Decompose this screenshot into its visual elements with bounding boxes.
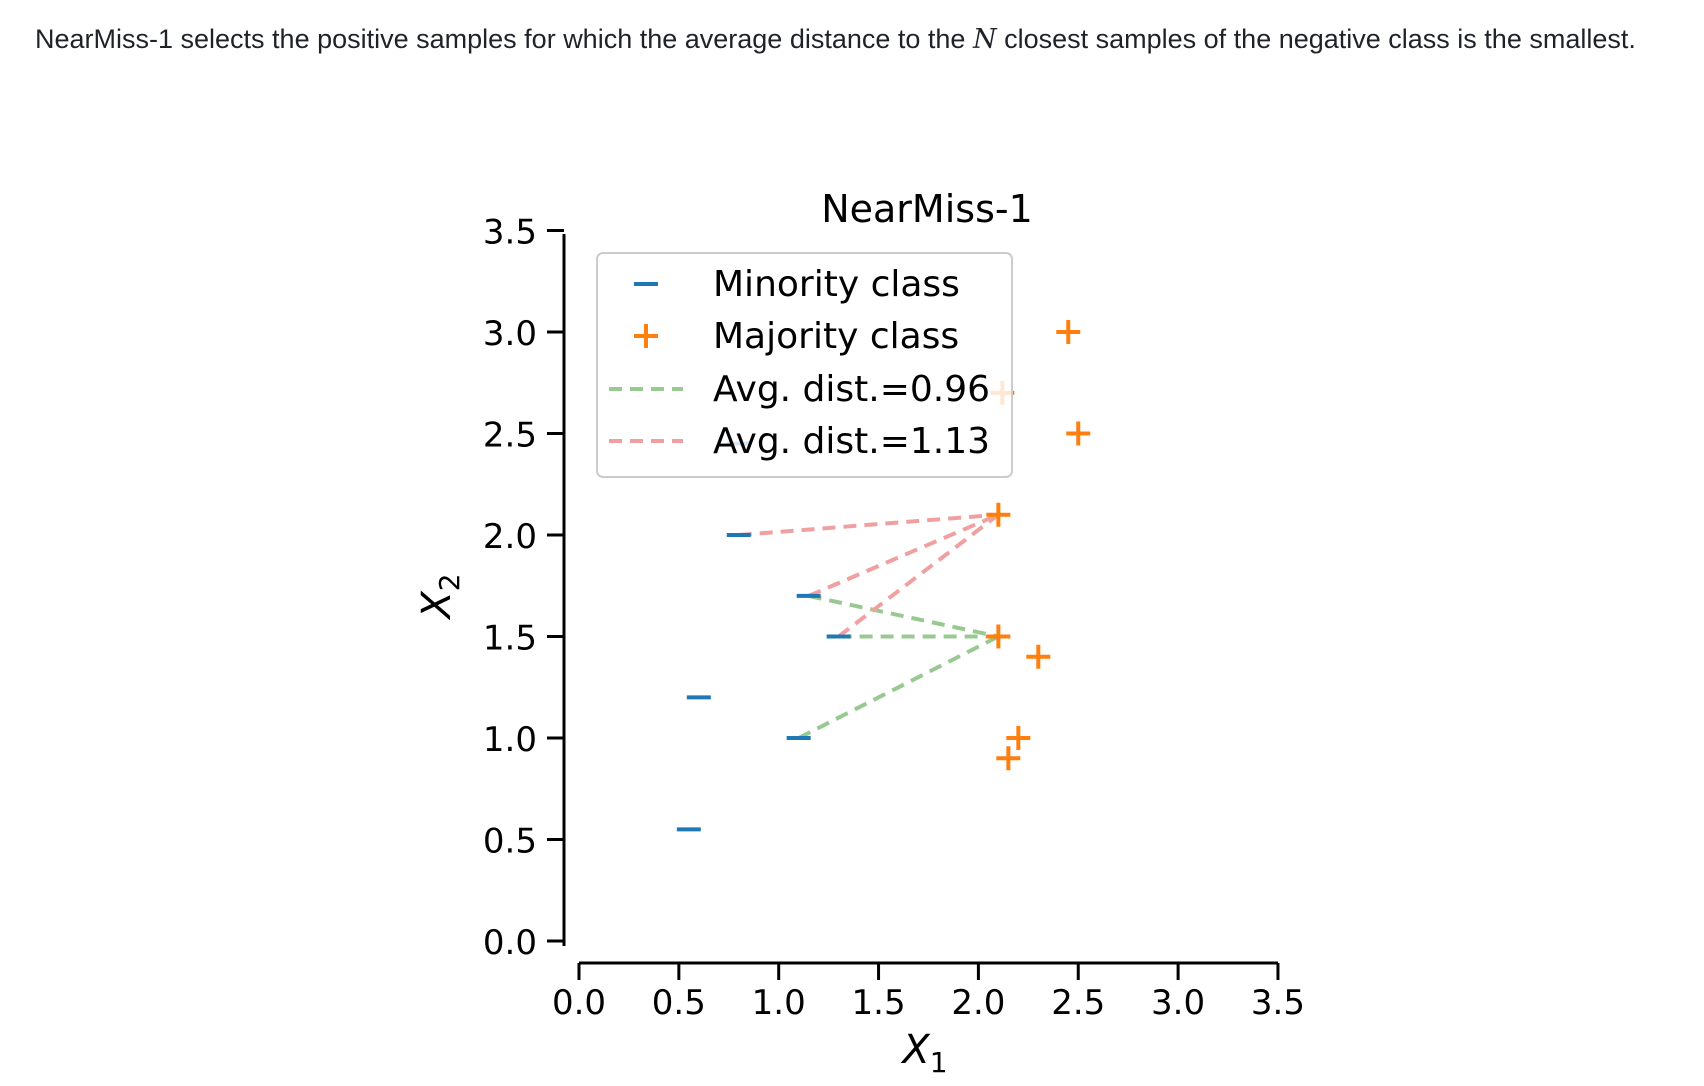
distance-link-red (738, 512, 999, 537)
y-axis-label: X2 (414, 573, 466, 620)
majority-point (996, 746, 1021, 771)
y-tick-label: 2.0 (483, 517, 537, 557)
distance-link-red (837, 513, 1000, 639)
x-tick-label: 3.5 (1251, 983, 1305, 1023)
legend: Minority class Majority class Avg. dist.=0… (596, 252, 1013, 478)
x-tick-label: 2.0 (951, 983, 1005, 1023)
x-tick-label: 0.0 (552, 983, 606, 1023)
legend-marker-plus (634, 324, 658, 348)
intro-paragraph: NearMiss-1 selects the positive samples … (35, 14, 1675, 65)
majority-point (1006, 726, 1031, 750)
y-tick-label: 2.5 (483, 416, 537, 456)
legend-items: Minority class Majority class Avg. dist.=0… (609, 264, 990, 462)
y-axis-ticks: 0.0 0.5 1.0 1.5 2.0 2.5 3.0 3.5 (483, 213, 564, 963)
y-axis-label-main: X (414, 590, 460, 621)
majority-point (986, 502, 1011, 527)
distance-link-red (807, 512, 1000, 598)
x-tick-label: 2.5 (1051, 983, 1105, 1023)
x-axis-label: X1 (900, 1027, 947, 1079)
legend-label: Avg. dist.=1.13 (713, 421, 990, 462)
majority-point (1026, 644, 1051, 669)
distance-links (738, 512, 1000, 740)
intro-text-start: NearMiss-1 selects the positive samples … (35, 24, 973, 54)
intro-text-end: closest samples of the negative class is… (996, 24, 1636, 54)
y-tick-label: 3.0 (483, 314, 537, 354)
chart-title: NearMiss-1 (821, 187, 1033, 231)
legend-box (596, 252, 1013, 478)
legend-label: Majority class (713, 316, 959, 357)
y-tick-label: 3.5 (483, 213, 537, 253)
distance-link-green (797, 634, 1000, 740)
distance-link-green (808, 593, 999, 639)
y-tick-label: 0.5 (483, 822, 537, 862)
y-tick-label: 0.0 (483, 923, 537, 963)
x-axis-label-main: X (900, 1027, 931, 1073)
y-tick-label: 1.5 (483, 619, 537, 659)
x-axis-ticks: 0.0 0.5 1.0 1.5 2.0 2.5 3.0 3.5 (552, 963, 1305, 1023)
legend-label: Avg. dist.=0.96 (713, 369, 990, 410)
x-tick-label: 1.5 (852, 983, 906, 1023)
majority-point (1066, 421, 1091, 446)
x-tick-label: 0.5 (652, 983, 706, 1023)
legend-label: Minority class (713, 264, 960, 305)
majority-point (1056, 320, 1081, 344)
majority-point (986, 624, 1011, 649)
x-tick-label: 1.0 (752, 983, 806, 1023)
x-tick-label: 3.0 (1151, 983, 1205, 1023)
y-axis-label-subscript: 2 (433, 573, 466, 591)
y-tick-label: 1.0 (483, 720, 537, 760)
x-axis-label-subscript: 1 (930, 1046, 948, 1079)
math-symbol-n: N (972, 24, 997, 55)
